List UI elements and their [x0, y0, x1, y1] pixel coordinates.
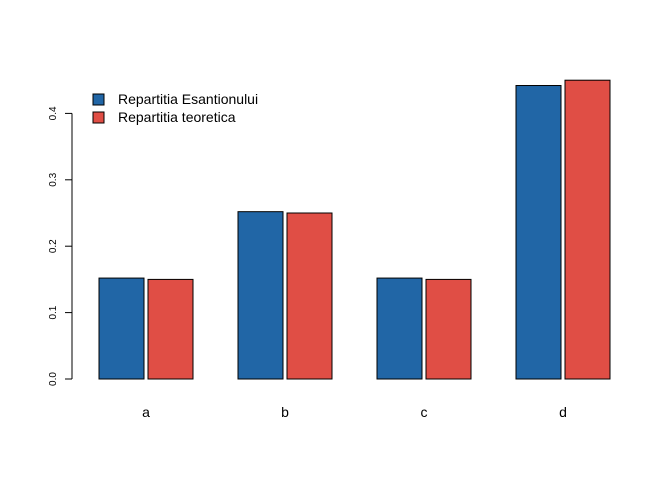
- y-tick-label: 0.1: [48, 305, 59, 319]
- category-label-b: b: [281, 404, 289, 420]
- legend-label-1: Repartitia Esantionului: [118, 91, 258, 107]
- y-tick-label: 0.4: [48, 106, 59, 120]
- bar-b-series-1: [237, 211, 284, 380]
- bar-c-series-2: [425, 278, 472, 380]
- legend: Repartitia Esantionului Repartitia teoret…: [92, 91, 258, 125]
- bar-c-series-1: [376, 277, 423, 380]
- bar-d-series-1: [515, 85, 562, 380]
- legend-label-2: Repartitia teoretica: [118, 109, 236, 125]
- y-axis: 0.0 0.1 0.2 0.3 0.4: [48, 106, 73, 386]
- category-label-c: c: [421, 404, 428, 420]
- legend-swatch-2: [92, 111, 105, 124]
- y-tick-label: 0.3: [48, 172, 59, 186]
- category-label-a: a: [142, 404, 150, 420]
- bar-b-series-2: [286, 212, 333, 380]
- x-axis-labels: a b c d: [142, 404, 567, 420]
- legend-swatch-1: [92, 93, 105, 106]
- y-tick-label: 0.0: [48, 372, 59, 386]
- bars: [98, 79, 611, 380]
- bar-d-series-2: [564, 79, 611, 380]
- category-label-d: d: [559, 404, 567, 420]
- y-tick-label: 0.2: [48, 239, 59, 253]
- bar-a-series-1: [98, 277, 145, 380]
- bar-a-series-2: [147, 278, 194, 380]
